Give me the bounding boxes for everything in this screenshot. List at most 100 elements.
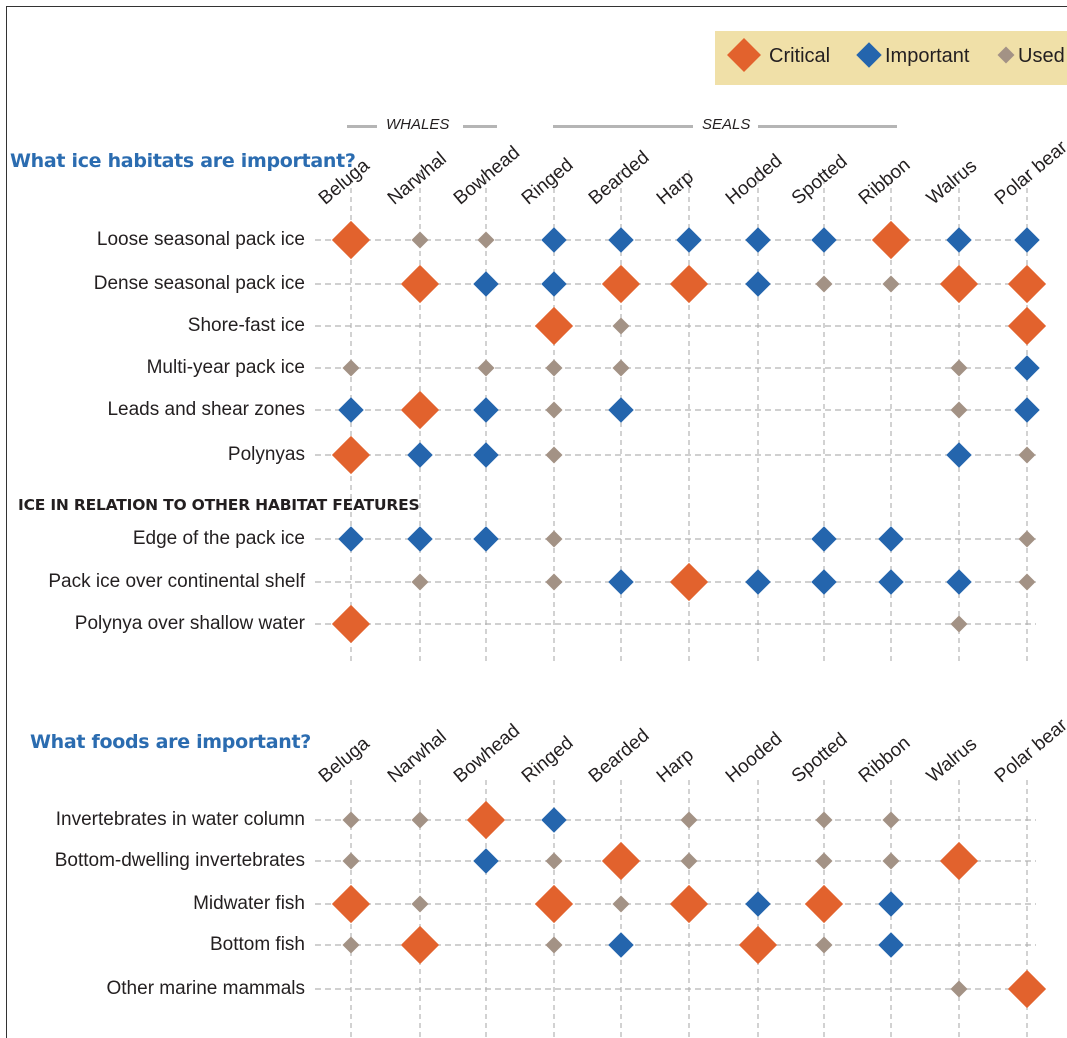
- seals-bracket-left: [553, 125, 693, 128]
- important-diamond-marker: [608, 227, 634, 253]
- important-diamond-marker: [473, 442, 499, 468]
- critical-diamond-marker: [1007, 306, 1047, 346]
- used-diamond-marker: [545, 446, 563, 464]
- used-diamond-marker: [882, 275, 900, 293]
- critical-diamond-marker: [939, 841, 979, 881]
- important-diamond-marker: [946, 442, 972, 468]
- important-diamond-marker: [811, 227, 837, 253]
- used-diamond-marker: [545, 852, 563, 870]
- row-label: Edge of the pack ice: [132, 528, 305, 549]
- used-diamond-marker: [545, 530, 563, 548]
- critical-diamond-marker: [331, 884, 371, 924]
- used-diamond-marker: [342, 852, 360, 870]
- seals-group-label: SEALS: [702, 116, 751, 133]
- important-diamond-marker: [676, 227, 702, 253]
- critical-diamond-marker: [669, 562, 709, 602]
- ice-habitats-title: What ice habitats are important?: [10, 150, 356, 172]
- critical-diamond-marker: [738, 925, 778, 965]
- critical-diamond-marker: [804, 884, 844, 924]
- important-diamond-marker: [745, 227, 771, 253]
- legend-used-label: Used: [1018, 45, 1065, 67]
- used-diamond-marker: [545, 936, 563, 954]
- used-diamond-marker: [545, 573, 563, 591]
- row-label: Polynyas: [227, 444, 305, 465]
- row-label: Pack ice over continental shelf: [48, 571, 305, 592]
- critical-diamond-marker: [400, 925, 440, 965]
- row-label: Polynya over shallow water: [74, 613, 305, 634]
- whales-bracket-left: [347, 125, 377, 128]
- foods-title: What foods are important?: [30, 731, 311, 753]
- used-diamond-marker: [1018, 573, 1036, 591]
- seals-bracket-right: [758, 125, 897, 128]
- used-diamond-marker: [477, 359, 495, 377]
- important-diamond-marker: [745, 271, 771, 297]
- important-diamond-marker: [811, 526, 837, 552]
- used-diamond-marker: [411, 573, 429, 591]
- figure-border-top: [6, 6, 1067, 7]
- critical-diamond-marker: [669, 884, 709, 924]
- row-label: Invertebrates in water column: [55, 809, 305, 830]
- important-diamond-marker: [338, 526, 364, 552]
- used-diamond-marker: [815, 811, 833, 829]
- critical-diamond-marker: [1007, 969, 1047, 1009]
- used-diamond-marker: [815, 852, 833, 870]
- important-diamond-marker: [338, 397, 364, 423]
- important-diamond-marker: [745, 891, 771, 917]
- important-diamond-marker: [608, 932, 634, 958]
- critical-diamond-marker: [601, 264, 641, 304]
- critical-diamond-marker: [939, 264, 979, 304]
- important-diamond-marker: [1014, 227, 1040, 253]
- legend-critical-label: Critical: [769, 45, 831, 67]
- important-diamond-marker: [811, 569, 837, 595]
- used-diamond-marker: [411, 231, 429, 249]
- used-diamond-marker: [411, 895, 429, 913]
- important-diamond-marker: [946, 569, 972, 595]
- used-diamond-marker: [815, 936, 833, 954]
- important-diamond-marker: [878, 569, 904, 595]
- used-diamond-marker: [545, 359, 563, 377]
- critical-diamond-marker: [466, 800, 506, 840]
- critical-diamond-marker: [601, 841, 641, 881]
- critical-diamond-marker: [331, 435, 371, 475]
- used-diamond-marker: [342, 359, 360, 377]
- important-diamond-marker: [473, 526, 499, 552]
- important-diamond-marker: [407, 526, 433, 552]
- critical-diamond-marker: [331, 604, 371, 644]
- critical-diamond-marker: [534, 884, 574, 924]
- figure-border-left: [6, 6, 7, 1038]
- used-diamond-marker: [411, 811, 429, 829]
- important-diamond-marker: [878, 891, 904, 917]
- critical-diamond-marker: [871, 220, 911, 260]
- used-diamond-marker: [612, 317, 630, 335]
- important-diamond-marker: [608, 397, 634, 423]
- used-diamond-marker: [815, 275, 833, 293]
- critical-diamond-marker: [400, 264, 440, 304]
- legend: Critical Important Used: [715, 31, 1067, 85]
- row-label: Multi-year pack ice: [146, 357, 305, 378]
- whales-bracket-right: [463, 125, 497, 128]
- important-diamond-marker: [1014, 397, 1040, 423]
- used-diamond-marker: [342, 936, 360, 954]
- row-label: Bottom fish: [209, 934, 305, 955]
- legend-important-label: Important: [885, 45, 970, 67]
- used-diamond-marker: [612, 359, 630, 377]
- row-label: Midwater fish: [193, 893, 305, 914]
- used-diamond-marker: [882, 811, 900, 829]
- important-diamond-marker: [878, 526, 904, 552]
- used-diamond-marker: [950, 359, 968, 377]
- critical-diamond-marker: [669, 264, 709, 304]
- critical-diamond-marker: [534, 306, 574, 346]
- used-diamond-marker: [950, 401, 968, 419]
- important-diamond-marker: [745, 569, 771, 595]
- important-diamond-marker: [473, 271, 499, 297]
- used-diamond-marker: [950, 980, 968, 998]
- used-diamond-marker: [680, 852, 698, 870]
- important-diamond-marker: [541, 807, 567, 833]
- important-diamond-marker: [878, 932, 904, 958]
- important-diamond-marker: [541, 227, 567, 253]
- used-diamond-marker: [545, 401, 563, 419]
- important-diamond-marker: [407, 442, 433, 468]
- critical-diamond-marker: [331, 220, 371, 260]
- used-diamond-marker: [882, 852, 900, 870]
